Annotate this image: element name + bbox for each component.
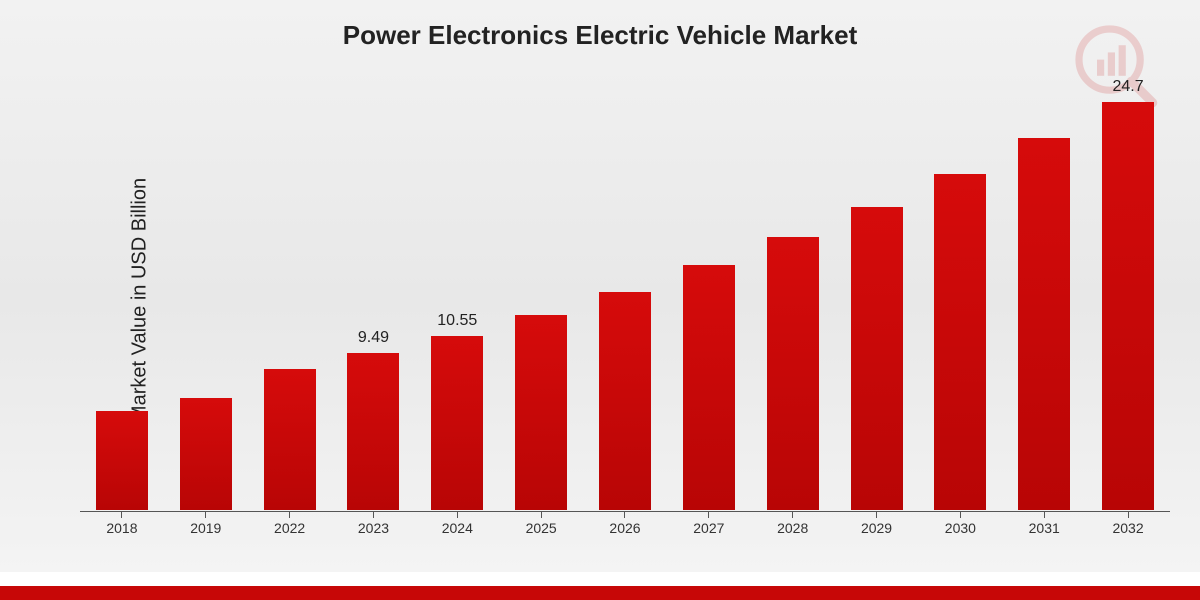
- tick-mark: [289, 512, 290, 518]
- bar-slot: [835, 80, 919, 510]
- tick-mark: [373, 512, 374, 518]
- bar-data-label: 9.49: [358, 329, 389, 347]
- bar-slot: 9.49: [332, 80, 416, 510]
- tick-mark: [960, 512, 961, 518]
- x-tick: 2023: [332, 512, 416, 540]
- bar: [347, 353, 399, 510]
- bar: [599, 292, 651, 510]
- bar-slot: [1002, 80, 1086, 510]
- bottom-stripe: [0, 572, 1200, 600]
- tick-label: 2027: [693, 520, 724, 536]
- tick-mark: [205, 512, 206, 518]
- x-tick: 2026: [583, 512, 667, 540]
- x-tick: 2031: [1002, 512, 1086, 540]
- bar: [264, 369, 316, 510]
- tick-label: 2026: [609, 520, 640, 536]
- x-tick: 2030: [918, 512, 1002, 540]
- tick-label: 2032: [1112, 520, 1143, 536]
- tick-mark: [1128, 512, 1129, 518]
- tick-mark: [457, 512, 458, 518]
- x-tick: 2019: [164, 512, 248, 540]
- bar-slot: 10.55: [415, 80, 499, 510]
- tick-mark: [624, 512, 625, 518]
- tick-mark: [121, 512, 122, 518]
- bar: [683, 265, 735, 510]
- tick-mark: [876, 512, 877, 518]
- bar-slot: [248, 80, 332, 510]
- bar: [1018, 138, 1070, 510]
- bar: [767, 237, 819, 510]
- tick-label: 2019: [190, 520, 221, 536]
- tick-mark: [541, 512, 542, 518]
- bar: [515, 315, 567, 510]
- bar-slot: [667, 80, 751, 510]
- tick-label: 2025: [526, 520, 557, 536]
- bar: [851, 207, 903, 510]
- bar-slot: [583, 80, 667, 510]
- plot-area: 9.4910.5524.7 20182019202220232024202520…: [80, 80, 1170, 540]
- bar-slot: [80, 80, 164, 510]
- bar: [431, 336, 483, 510]
- bar-slot: [164, 80, 248, 510]
- tick-mark: [708, 512, 709, 518]
- x-tick: 2022: [248, 512, 332, 540]
- tick-mark: [792, 512, 793, 518]
- x-tick: 2028: [751, 512, 835, 540]
- bars-region: 9.49 10.55 24.7: [80, 80, 1170, 510]
- tick-label: 2029: [861, 520, 892, 536]
- x-tick: 2027: [667, 512, 751, 540]
- tick-label: 2018: [106, 520, 137, 536]
- tick-label: 2022: [274, 520, 305, 536]
- chart-container: Power Electronics Electric Vehicle Marke…: [0, 0, 1200, 600]
- x-tick: 2024: [415, 512, 499, 540]
- tick-label: 2031: [1029, 520, 1060, 536]
- x-tick: 2032: [1086, 512, 1170, 540]
- bar-data-label: 10.55: [437, 312, 477, 330]
- tick-label: 2030: [945, 520, 976, 536]
- tick-label: 2028: [777, 520, 808, 536]
- bar: [180, 398, 232, 510]
- bar-slot: [499, 80, 583, 510]
- bar-slot: [751, 80, 835, 510]
- bar: [1102, 102, 1154, 511]
- x-tick: 2029: [835, 512, 919, 540]
- bar-slot: 24.7: [1086, 80, 1170, 510]
- tick-mark: [1044, 512, 1045, 518]
- tick-label: 2023: [358, 520, 389, 536]
- x-tick: 2018: [80, 512, 164, 540]
- chart-title: Power Electronics Electric Vehicle Marke…: [0, 20, 1200, 51]
- tick-label: 2024: [442, 520, 473, 536]
- x-tick: 2025: [499, 512, 583, 540]
- bar: [96, 411, 148, 510]
- bar-slot: [918, 80, 1002, 510]
- bar-data-label: 24.7: [1112, 78, 1143, 96]
- bar: [934, 174, 986, 510]
- x-ticks: 2018 2019 2022 2023 2024 2025 2026 2027 2028 2029…: [80, 512, 1170, 540]
